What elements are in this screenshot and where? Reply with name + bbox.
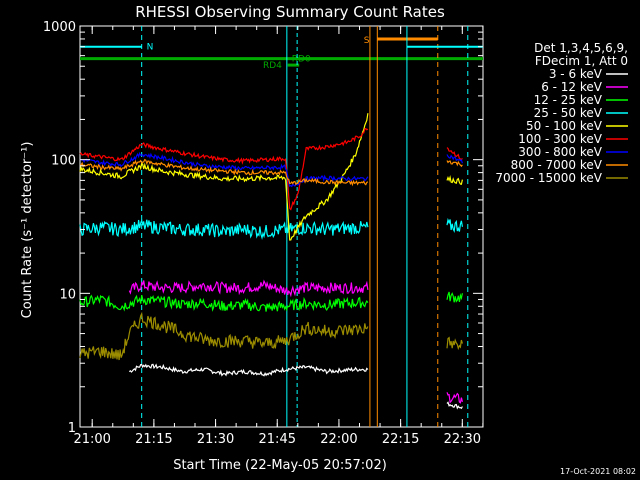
timestamp-footer: 17-Oct-2021 08:02 (560, 467, 636, 476)
series-line (79, 311, 463, 361)
legend-entry-label: 50 - 100 keV (526, 119, 603, 133)
x-axis: 21:00 21:15 21:30 21:45 22:00 22:15 22:30 (73, 26, 484, 447)
x-tick-label: 21:15 (135, 432, 172, 447)
x-tick-label: 22:15 (382, 432, 419, 447)
x-axis-label: Start Time (22-May-05 20:57:02) (173, 458, 387, 473)
series-line (79, 291, 463, 312)
series-layer (79, 113, 463, 410)
legend-entry-label: 3 - 6 keV (549, 67, 603, 81)
legend-header: Det 1,3,4,5,6,9, (534, 41, 628, 55)
series-line (79, 127, 463, 211)
series-line (128, 279, 463, 404)
series-line (79, 151, 463, 188)
legend-entry-label: 100 - 300 keV (518, 132, 602, 146)
x-tick-label: 21:00 (73, 432, 110, 447)
y-tick-label: 1 (68, 421, 76, 436)
x-tick-label: 21:30 (197, 432, 234, 447)
legend-entry-label: 12 - 25 keV (534, 93, 603, 107)
legend-entry-label: 800 - 7000 keV (511, 158, 603, 172)
series-line (128, 363, 463, 410)
series-line (79, 158, 463, 187)
x-tick-label: 21:45 (259, 432, 296, 447)
legend: Det 1,3,4,5,6,9,FDecim 1, Att 03 - 6 keV… (495, 41, 628, 185)
night-flag-label: N (147, 43, 154, 53)
legend-header: FDecim 1, Att 0 (535, 54, 628, 68)
y-tick-label: 100 (51, 154, 76, 169)
y-axis: 1 10 100 1000 (43, 20, 483, 436)
series-line (79, 113, 463, 241)
rd0-label: RD0 (292, 55, 311, 65)
y-tick-label: 10 (59, 287, 76, 302)
flare-label: S (364, 36, 370, 46)
x-tick-label: 22:30 (444, 432, 481, 447)
legend-entry-label: 6 - 12 keV (541, 80, 603, 94)
series-line (79, 217, 463, 240)
x-tick-label: 22:00 (320, 432, 357, 447)
observing-flags: N RD0 RD4 S (80, 26, 483, 427)
legend-entry-label: 7000 - 15000 keV (495, 171, 602, 185)
chart-title: RHESSI Observing Summary Count Rates (135, 3, 445, 21)
y-tick-label: 1000 (43, 20, 76, 35)
y-axis-label: Count Rate (s⁻¹ detector⁻¹) (20, 142, 35, 319)
legend-entry-label: 25 - 50 keV (534, 106, 603, 120)
legend-entry-label: 300 - 800 keV (518, 145, 602, 159)
rd4-label: RD4 (263, 61, 282, 71)
